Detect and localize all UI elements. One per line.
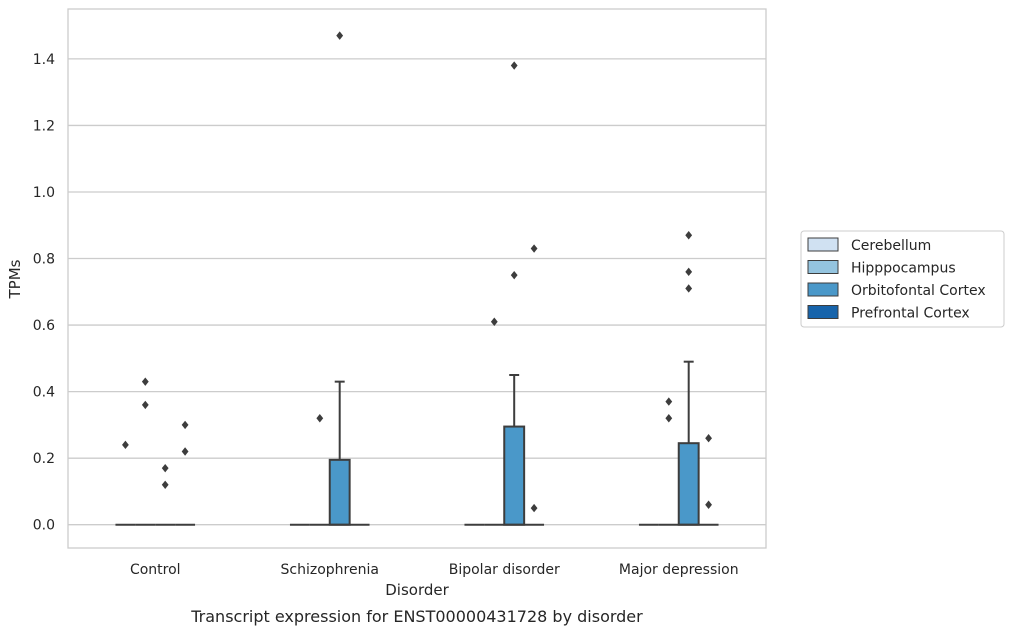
y-tick-label: 1.2 bbox=[33, 118, 55, 134]
legend: Cerebellum Hipppocampus Orbitofontal Corte… bbox=[800, 230, 1005, 328]
box-body bbox=[503, 425, 526, 526]
outlier-point bbox=[665, 397, 673, 406]
outlier-point bbox=[336, 31, 344, 40]
plot-frame bbox=[67, 8, 767, 549]
outlier-point bbox=[705, 434, 712, 443]
box-orbitofontal-cortex bbox=[503, 373, 526, 526]
gridlines bbox=[68, 58, 766, 526]
y-tick-label: 0.6 bbox=[33, 318, 55, 334]
legend-swatch bbox=[807, 282, 839, 297]
outlier-point bbox=[510, 61, 518, 70]
outlier-point bbox=[685, 231, 693, 240]
outlier-group bbox=[122, 31, 712, 513]
outlier-point bbox=[181, 420, 189, 430]
outlier-point bbox=[685, 284, 693, 293]
x-tick-label: Bipolar disorder bbox=[449, 562, 560, 578]
y-tick-labels: 0.0 0.2 0.4 0.6 0.8 1.0 1.2 1.4 bbox=[33, 52, 55, 534]
y-tick-label: 0.2 bbox=[33, 451, 55, 467]
outlier-point bbox=[161, 463, 169, 473]
legend-label: Prefrontal Cortex bbox=[851, 306, 970, 322]
outlier-point bbox=[316, 414, 324, 423]
box-series-group bbox=[115, 360, 719, 526]
outlier-point bbox=[510, 270, 518, 280]
y-tick-label: 0.8 bbox=[33, 252, 55, 268]
box-orbitofontal-cortex bbox=[677, 360, 700, 526]
outlier-point bbox=[181, 447, 189, 456]
outlier-point bbox=[665, 414, 673, 423]
legend-label: Cerebellum bbox=[851, 238, 931, 254]
x-tick-label: Schizophrenia bbox=[281, 562, 379, 578]
outlier-point bbox=[530, 244, 538, 253]
x-tick-label: Control bbox=[130, 562, 181, 578]
outlier-point bbox=[141, 400, 149, 410]
outlier-point bbox=[122, 440, 129, 450]
outlier-point bbox=[490, 317, 498, 326]
y-tick-label: 1.4 bbox=[33, 52, 55, 68]
y-tick-label: 1.0 bbox=[33, 185, 55, 201]
x-axis-label: Disorder bbox=[385, 581, 449, 599]
x-tick-labels: Control Schizophrenia Bipolar disorder Majo… bbox=[130, 562, 739, 578]
outlier-point bbox=[705, 500, 712, 509]
y-tick-label: 0.0 bbox=[33, 518, 55, 534]
box-body bbox=[677, 442, 700, 526]
outlier-point bbox=[530, 503, 538, 513]
outlier-point bbox=[685, 267, 693, 277]
outlier-point bbox=[141, 377, 149, 386]
chart-caption: Transcript expression for ENST0000043172… bbox=[190, 607, 643, 626]
outlier-point bbox=[161, 480, 169, 489]
legend-swatch bbox=[807, 260, 839, 274]
legend-label: Hipppocampus bbox=[851, 261, 956, 277]
box-body bbox=[328, 458, 351, 526]
legend-swatch bbox=[807, 305, 839, 319]
plot-area-background bbox=[68, 9, 766, 548]
y-tick-label: 0.4 bbox=[33, 385, 55, 401]
x-tick-label: Major depression bbox=[619, 562, 739, 578]
legend-frame bbox=[800, 230, 1005, 328]
legend-swatch bbox=[807, 237, 839, 252]
y-axis-label: TPMs bbox=[6, 259, 24, 299]
box-orbitofontal-cortex bbox=[328, 380, 351, 526]
legend-label: Orbitofontal Cortex bbox=[851, 283, 986, 299]
